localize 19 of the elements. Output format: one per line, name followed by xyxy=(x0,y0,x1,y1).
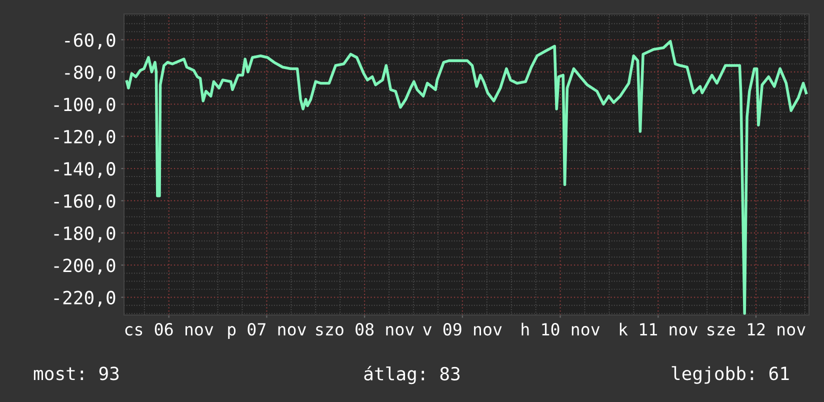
y-tick-label: -220,0 xyxy=(54,290,116,307)
y-tick-label: -200,0 xyxy=(54,258,116,275)
y-tick-label: -140,0 xyxy=(54,162,116,178)
y-tick-label: -160,0 xyxy=(54,194,116,210)
x-tick-label: p 07 nov xyxy=(228,323,306,339)
x-tick-label: v 09 nov xyxy=(423,323,502,336)
x-tick-label: h 10 nov xyxy=(522,322,600,336)
x-tick-label: cs 06 nov xyxy=(125,323,214,336)
x-tick-label: k 11 nov xyxy=(620,322,698,336)
y-tick-label: -180,0 xyxy=(54,226,116,242)
text: átlag: 83 xyxy=(364,366,460,384)
text: legjobb: 61 xyxy=(672,366,789,384)
text: most: 93 xyxy=(34,366,119,380)
x-tick-label: szo 08 nov xyxy=(316,323,414,336)
y-tick-label: -120,0 xyxy=(54,130,116,146)
y-tick-label: -60,0 xyxy=(65,33,116,50)
y-tick-label: -80,0 xyxy=(65,65,116,82)
x-tick-label: sze 12 nov xyxy=(708,323,806,336)
y-tick-label: -100,0 xyxy=(54,98,116,114)
